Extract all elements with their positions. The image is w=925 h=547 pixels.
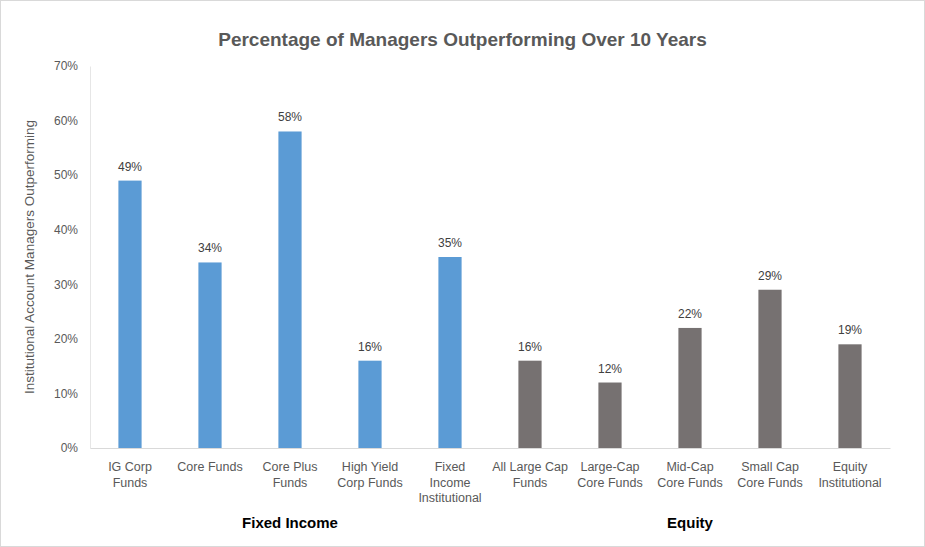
y-axis: 0% 10% 20% 30% 40% 50% 60% 70% [54,59,91,455]
x-tick-label-line: Funds [273,476,308,490]
y-tick-label: 20% [54,332,78,346]
data-label: 16% [358,340,382,354]
x-tick: Small Cap Core Funds [737,448,802,490]
title: Percentage of Managers Outperforming Ove… [218,29,707,50]
x-tick-label-line: Core Funds [177,460,242,474]
y-tick: 0% [61,441,90,455]
x-tick-label-line: Fixed [435,460,466,474]
x-tick-label: Mid-Cap Core Funds [657,460,722,490]
bars [118,131,861,448]
x-tick-label-line: Core Funds [577,476,642,490]
y-tick-label: 50% [54,168,78,182]
x-axis: IG Corp Funds Core Funds Core Plus Funds High… [91,448,891,505]
y-tick-label: 70% [54,59,78,73]
bar [758,290,781,448]
x-tick-label-line: Small Cap [741,460,799,474]
bar [278,131,301,448]
x-tick: All Large Cap Funds [492,448,568,490]
x-tick-label: Core Plus Funds [263,460,318,490]
y-tick-label: 40% [54,223,78,237]
bar [678,328,701,448]
x-tick-label: All Large Cap Funds [492,460,568,490]
y-tick-label: 10% [54,387,78,401]
x-tick-label: Equity Institutional [818,460,881,490]
x-tick: Fixed IncomeInstitutional [418,448,481,505]
data-label: 49% [118,160,142,174]
y-tick-label: 0% [61,441,79,455]
x-tick-label-line: IG Corp [108,460,152,474]
x-tick: Core Plus Funds [263,448,318,490]
x-tick-label-line: Large-Cap [580,460,639,474]
x-tick: IG Corp Funds [108,448,152,490]
x-tick: Mid-Cap Core Funds [657,448,722,490]
x-tick-label-line: Corp Funds [337,476,402,490]
plot: 0%10%20%30%40%50%60%70%IG CorpFundsCore … [54,59,891,531]
x-tick-label-line: Institutional [418,491,481,505]
x-tick-label: High Yield Corp Funds [337,460,402,490]
x-tick-label-line: Funds [513,476,548,490]
group-label: Fixed Income [242,514,338,531]
x-tick: High Yield Corp Funds [337,448,402,490]
y-tick-label: 60% [54,114,78,128]
bar [198,262,221,448]
x-tick-label: Core Funds [177,460,242,474]
chart: 0%10%20%30%40%50%60%70%IG CorpFundsCore … [0,0,925,547]
x-tick-label: Small Cap Core Funds [737,460,802,490]
y-tick: 40% [54,223,90,237]
x-tick-label-line: Core Plus [263,460,318,474]
x-tick-label-line: Equity [833,460,868,474]
x-tick-label-line: Funds [113,476,148,490]
group-label: Equity [667,514,713,531]
y-tick: 50% [54,168,90,182]
data-label: 12% [598,362,622,376]
bar [518,361,541,448]
y-tick: 30% [54,278,90,292]
bar [598,383,621,448]
x-tick-label-line: High Yield [342,460,398,474]
data-label: 58% [278,110,302,124]
x-tick-label-line: Mid-Cap [666,460,713,474]
data-label: 35% [438,236,462,250]
x-axis-line [91,448,891,449]
data-label: 29% [758,269,782,283]
x-tick-label-line: All Large Cap [492,460,568,474]
y-tick: 10% [54,387,90,401]
x-tick: Equity Institutional [818,448,881,490]
x-tick: Core Funds [177,448,242,474]
y-tick: 60% [54,114,90,128]
y-tick-label: 30% [54,278,78,292]
bar [118,181,141,448]
x-tick-label-line: Core Funds [737,476,802,490]
x-tick-label-line: Income [430,476,471,490]
x-tick-label-line: Core Funds [657,476,722,490]
x-tick-label-line: Institutional [818,476,881,490]
bar [838,344,861,448]
y-axis-title: Institutional Account Managers Outperfor… [22,120,37,394]
y-tick: 70% [54,59,90,73]
data-labels: 49% 34% 58% 16% 35% 16% 12% 22% 29% 19% [118,110,862,375]
bar [438,257,461,448]
group-labels: Fixed Income Equity [242,514,714,531]
data-label: 22% [678,307,702,321]
x-tick: Large-Cap Core Funds [577,448,642,490]
y-tick: 20% [54,332,90,346]
bar [358,361,381,448]
x-tick-label: Large-Cap Core Funds [577,460,642,490]
data-label: 34% [198,241,222,255]
data-label: 16% [518,340,542,354]
x-tick-label: IG Corp Funds [108,460,152,490]
chart-frame [1,1,925,547]
y-axis-line [90,67,91,449]
x-tick-label: Fixed IncomeInstitutional [418,460,481,505]
data-label: 19% [838,323,862,337]
